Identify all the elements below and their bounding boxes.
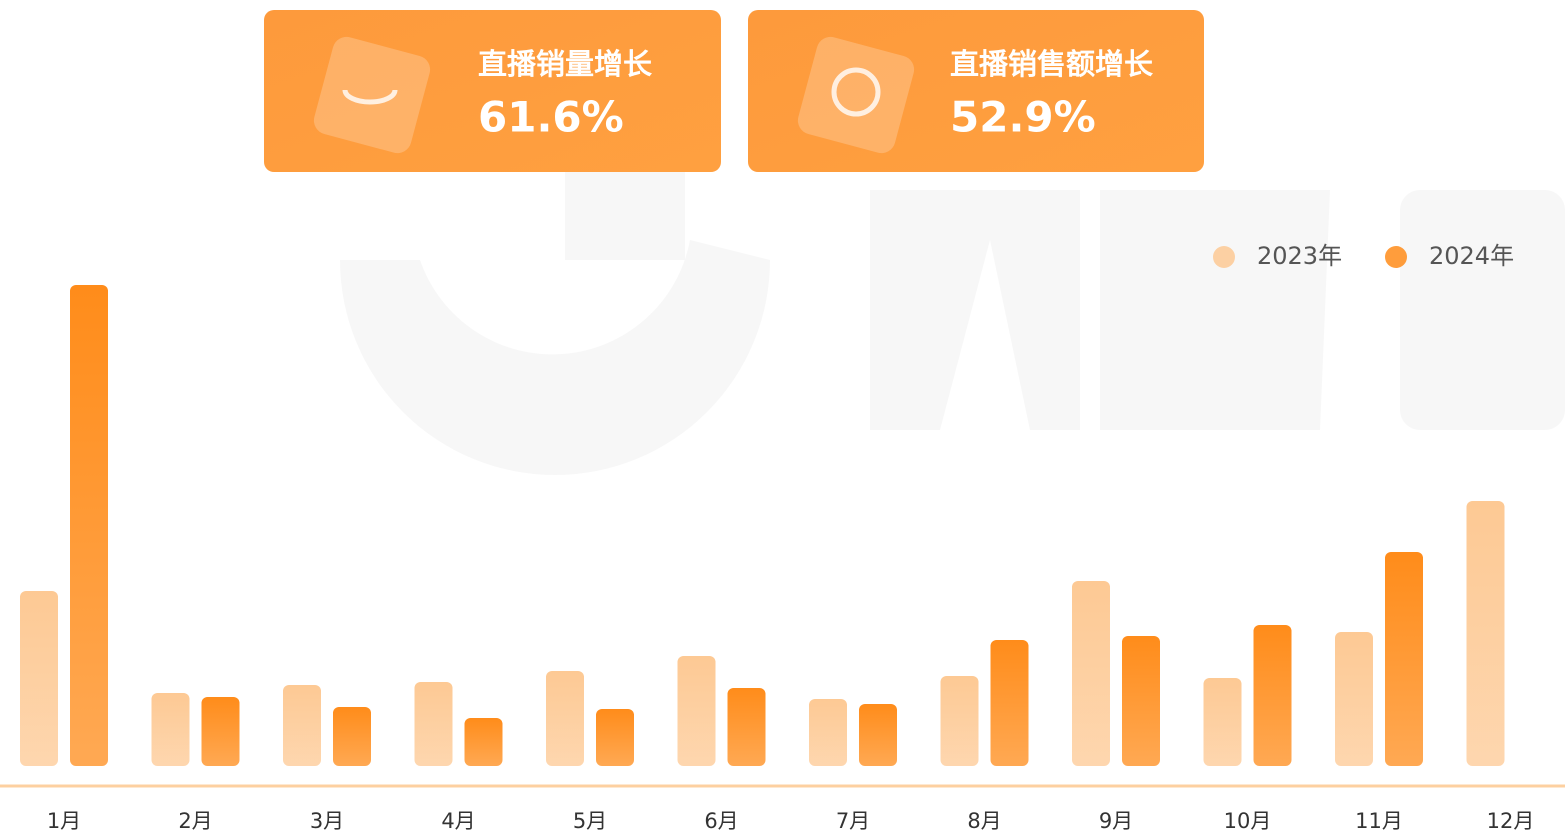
x-tick-label: 5月 (573, 809, 607, 833)
x-tick-label: 2月 (178, 809, 212, 833)
bar (1253, 625, 1292, 766)
bar (546, 671, 584, 766)
x-tick-label: 6月 (704, 809, 738, 833)
bar (1335, 632, 1373, 766)
bar (283, 685, 321, 766)
bar (1072, 581, 1110, 766)
card-title: 直播销售额增长 (950, 47, 1154, 81)
bar (1203, 678, 1242, 766)
bar (940, 676, 979, 766)
bar (809, 699, 847, 766)
x-tick-label: 1月 (47, 809, 81, 833)
card: 直播销量增长 61.6% (264, 10, 721, 172)
bar (333, 707, 371, 766)
bar (859, 704, 897, 766)
legend-swatch (1385, 246, 1407, 268)
bar (677, 656, 716, 766)
x-tick-label: 7月 (836, 809, 870, 833)
card-value: 61.6% (478, 93, 624, 142)
bar (596, 709, 634, 766)
bar (464, 718, 503, 766)
card-title: 直播销量增长 (478, 47, 653, 81)
legend-label: 2024年 (1429, 242, 1514, 270)
x-tick-label: 12月 (1487, 809, 1535, 833)
bar (414, 682, 453, 766)
bar (1466, 501, 1505, 766)
bar (727, 688, 766, 766)
x-tick-label: 11月 (1355, 809, 1403, 833)
bar (20, 591, 58, 766)
x-tick-label: 4月 (441, 809, 475, 833)
x-tick-label: 3月 (310, 809, 344, 833)
card-value: 52.9% (950, 93, 1096, 142)
x-tick-label: 10月 (1224, 809, 1272, 833)
watermark (340, 150, 1565, 475)
bar (70, 285, 108, 766)
x-tick-label: 8月 (967, 809, 1001, 833)
bar (1385, 552, 1423, 766)
bar (201, 697, 240, 766)
bar (151, 693, 190, 766)
card: 直播销售额增长 52.9% (748, 10, 1204, 172)
bar (1122, 636, 1160, 766)
bar (990, 640, 1029, 766)
legend-label: 2023年 (1257, 242, 1342, 270)
legend-swatch (1213, 246, 1235, 268)
x-tick-label: 9月 (1099, 809, 1133, 833)
